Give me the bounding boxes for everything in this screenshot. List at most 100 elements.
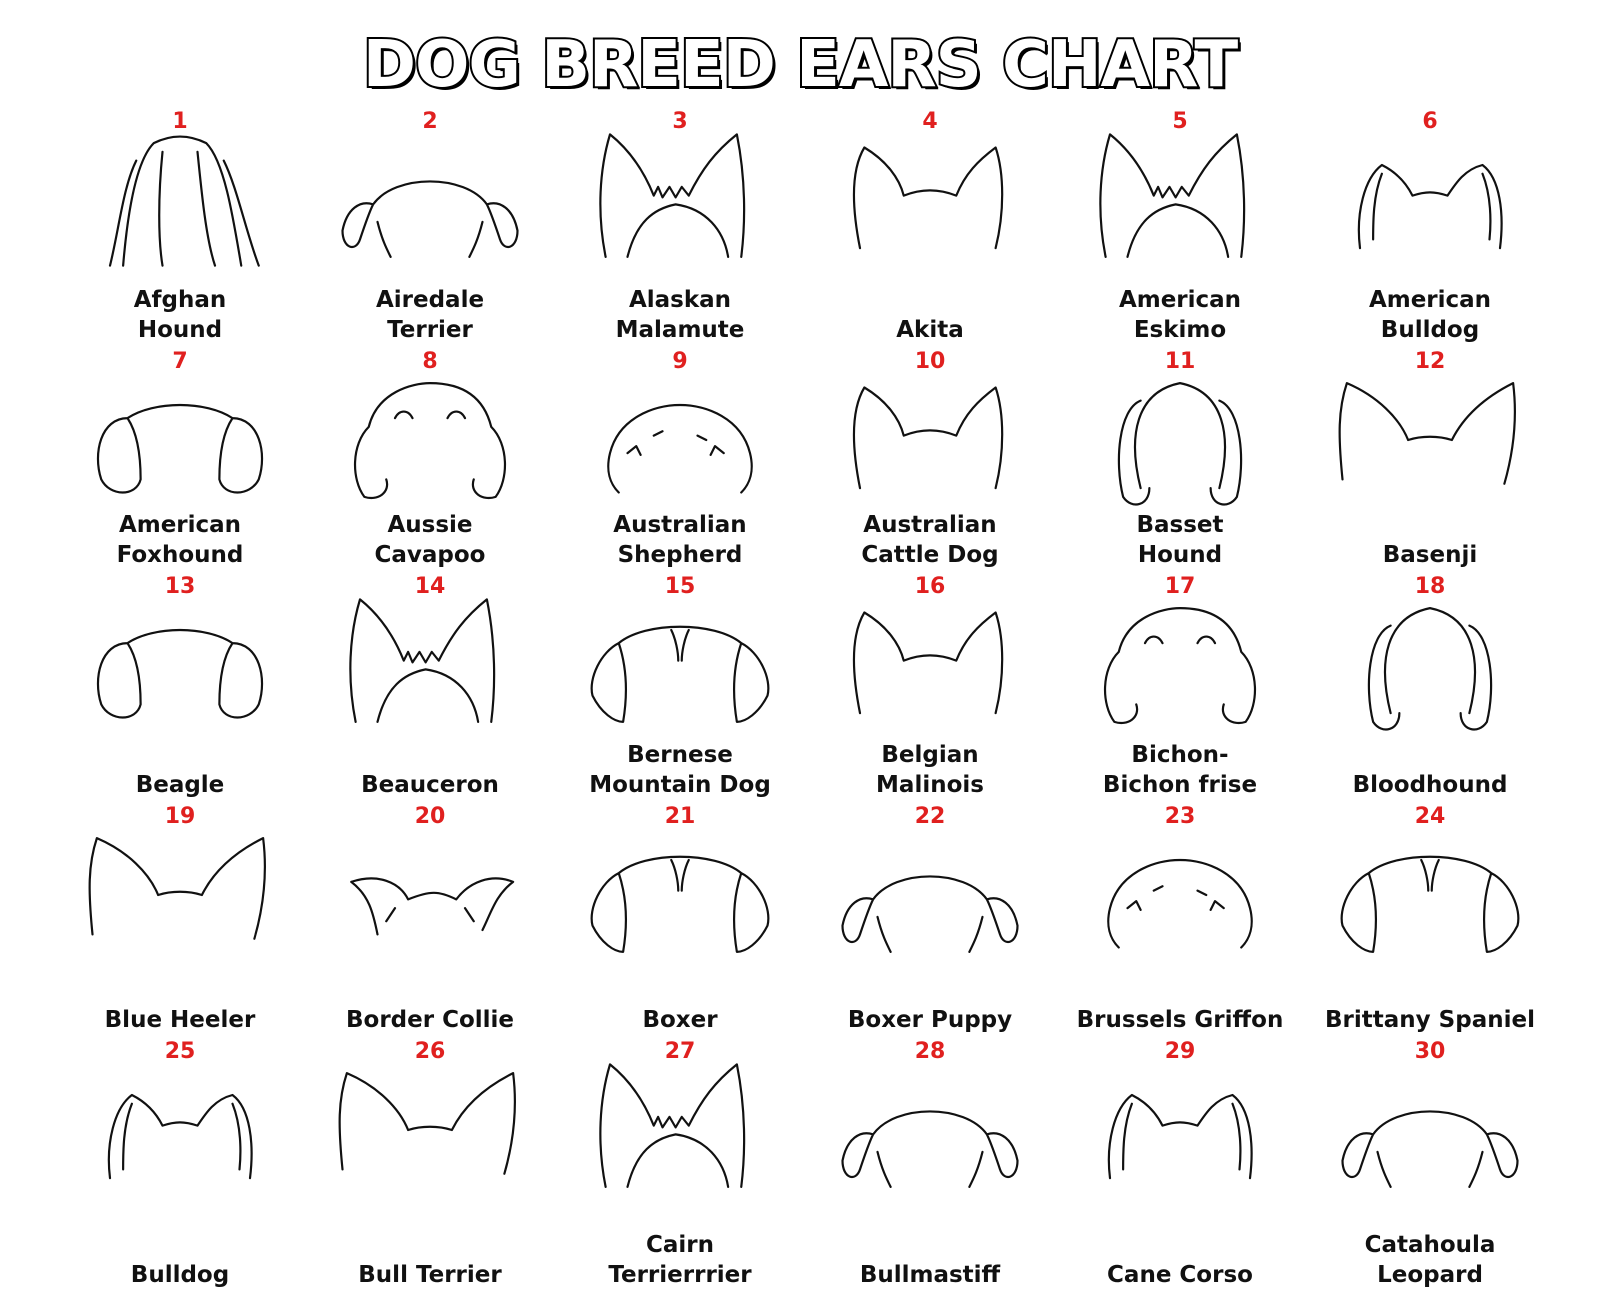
breed-cell: 28 Bullmastiff <box>805 1035 1055 1290</box>
ear-outline-icon <box>1338 382 1516 485</box>
breed-name-line1: Blue Heeler <box>104 1007 256 1033</box>
breed-cell: 21 Boxer <box>555 800 805 1035</box>
breed-number: 2 <box>422 109 438 134</box>
ear-outline <box>599 1063 746 1188</box>
ear-outline-icon <box>88 837 266 940</box>
breed-cell: 1 Afghan Hound <box>55 105 305 345</box>
breed-name-line2: Mountain Dog <box>589 772 771 798</box>
breed-name-line1: Bullmastiff <box>859 1262 1001 1288</box>
breed-cell: 23 Brussels Griffon <box>1055 800 1305 1035</box>
breed-number: 22 <box>914 804 946 829</box>
breed-cell: 20 Border Collie <box>305 800 555 1035</box>
ear-outline <box>590 625 770 723</box>
ear-outline-icon <box>349 598 496 723</box>
breed-name: Catahoula Leopard <box>1305 1230 1555 1290</box>
ear-outline-icon <box>97 629 263 719</box>
breed-number: 20 <box>414 804 446 829</box>
breed-name: Border Collie <box>305 1005 555 1035</box>
ear-outline-icon <box>599 1063 746 1188</box>
ear-outline <box>1107 1093 1253 1180</box>
breed-cell: 30 Catahoula Leopard <box>1305 1035 1555 1290</box>
breed-cell: 11 Basset Hound <box>1055 345 1305 570</box>
ear-outline-icon <box>341 180 519 258</box>
breed-number: 16 <box>914 574 946 599</box>
breed-number: 29 <box>1164 1039 1196 1064</box>
ear-outline <box>1107 858 1253 949</box>
breed-cell: 10 Australian Cattle Dog <box>805 345 1055 570</box>
breed-name: Cane Corso <box>1055 1260 1305 1290</box>
breed-number: 10 <box>914 349 946 374</box>
breed-number: 3 <box>672 109 688 134</box>
ear-outline <box>97 404 263 494</box>
ear-outline <box>107 1093 253 1180</box>
breed-cell: 25 Bulldog <box>55 1035 305 1290</box>
breed-name: Blue Heeler <box>55 1005 305 1035</box>
ear-outline-icon <box>590 625 770 723</box>
ear-outline-icon <box>1367 607 1493 731</box>
breed-cell: 19 Blue Heeler <box>55 800 305 1035</box>
breed-grid: 1 Afghan Hound 2 Airedale Terrier 3 Alaskan Mala… <box>55 105 1555 1300</box>
ear-outline-icon <box>1341 1110 1519 1188</box>
breed-number: 14 <box>414 574 446 599</box>
breed-name-line2: Eskimo <box>1133 317 1227 343</box>
chart-title: DOG BREED EARS CHART <box>361 26 1240 104</box>
breed-cell: 3 Alaskan Malamute <box>555 105 805 345</box>
breed-cell: 26 Bull Terrier <box>305 1035 555 1290</box>
ear-outline-icon <box>599 133 746 258</box>
ear-outline-icon <box>108 135 260 267</box>
ear-outline <box>852 146 1004 250</box>
breed-number: 18 <box>1414 574 1446 599</box>
breed-name: Belgian Malinois <box>805 740 1055 800</box>
ear-outline <box>1357 163 1503 250</box>
ear-outline-icon <box>338 1072 516 1175</box>
breed-number: 17 <box>1164 574 1196 599</box>
ear-outline <box>108 135 260 267</box>
breed-cell: 5 American Eskimo <box>1055 105 1305 345</box>
ear-outline <box>338 1072 516 1175</box>
ear-outline-icon <box>1107 1093 1253 1180</box>
breed-name-line1: Basenji <box>1382 542 1478 568</box>
breed-name-line2: Hound <box>1137 542 1223 568</box>
ear-outline <box>1367 607 1493 731</box>
breed-name-line1: Cane Corso <box>1107 1262 1253 1288</box>
breed-name-line1: Akita <box>896 317 964 343</box>
breed-cell: 8 Aussie Cavapoo <box>305 345 555 570</box>
ear-outline <box>590 855 770 953</box>
breed-name-line1: American <box>1118 287 1242 313</box>
breed-name: Bulldog <box>55 1260 305 1290</box>
breed-name-line1: Boxer Puppy <box>847 1007 1013 1033</box>
ear-outline-icon <box>1099 133 1246 258</box>
breed-name: Australian Cattle Dog <box>805 510 1055 570</box>
breed-number: 1 <box>172 109 188 134</box>
breed-cell: 13 Beagle <box>55 570 305 800</box>
breed-name-line1: Border Collie <box>345 1007 515 1033</box>
breed-name-line1: Aussie <box>387 512 473 538</box>
breed-cell: 6 American Bulldog <box>1305 105 1555 345</box>
breed-name: Boxer Puppy <box>805 1005 1055 1035</box>
breed-number: 4 <box>922 109 938 134</box>
breed-name-line1: Beauceron <box>361 772 499 798</box>
breed-name-line2: Bichon frise <box>1102 772 1258 798</box>
breed-name-line2: Terrierrrier <box>608 1262 752 1288</box>
breed-name-line2: Bulldog <box>1380 317 1480 343</box>
breed-name: Afghan Hound <box>55 285 305 345</box>
breed-name: Bichon- Bichon frise <box>1055 740 1305 800</box>
breed-name: Akita <box>805 315 1055 345</box>
ear-outline <box>341 180 519 258</box>
ear-outline <box>1338 382 1516 485</box>
breed-cell: 2 Airedale Terrier <box>305 105 555 345</box>
breed-number: 9 <box>672 349 688 374</box>
breed-name-line2: Leopard <box>1377 1262 1483 1288</box>
ear-outline-icon <box>590 855 770 953</box>
breed-name-line1: Alaskan <box>628 287 732 313</box>
ear-outline-icon <box>841 875 1019 953</box>
breed-name: Bullmastiff <box>805 1260 1055 1290</box>
ear-outline <box>599 133 746 258</box>
breed-number: 28 <box>914 1039 946 1064</box>
breed-cell: 14 Beauceron <box>305 570 555 800</box>
ear-outline-icon <box>353 382 507 500</box>
breed-number: 12 <box>1414 349 1446 374</box>
breed-name: Basenji <box>1305 540 1555 570</box>
breed-name: Beauceron <box>305 770 555 800</box>
breed-number: 24 <box>1414 804 1446 829</box>
